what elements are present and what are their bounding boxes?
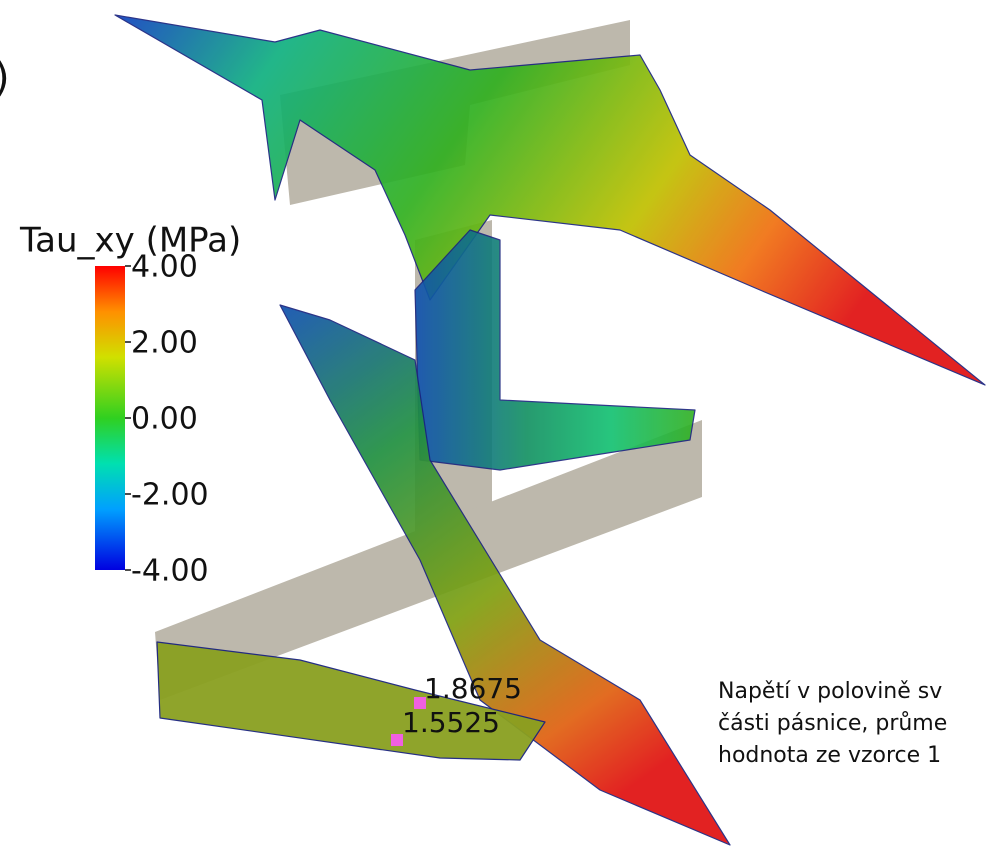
colorbar	[95, 266, 125, 570]
colorbar-tick-label: 0.00	[131, 402, 198, 437]
top-flange-mesh	[115, 15, 985, 385]
probe-label: 1.8675	[424, 672, 522, 705]
page: ) Tau_xy (MPa) 1.8675 1.5525 Napětí v po…	[0, 0, 997, 859]
annotation-line: části pásnice, průme	[718, 711, 947, 736]
annotation-line: Napětí v polovině sv	[718, 679, 942, 704]
cut-text: )	[0, 55, 10, 101]
colorbar-tick-label: 2.00	[131, 326, 198, 361]
web-mesh	[415, 230, 695, 470]
colorbar-tick-label: -4.00	[131, 554, 209, 589]
colorbar-tick-label: -2.00	[131, 478, 209, 513]
probe-label: 1.5525	[402, 706, 500, 739]
colorbar-tick-label: 4.00	[131, 250, 198, 285]
annotation-line: hodnota ze vzorce 1	[718, 743, 941, 768]
viewport: ) Tau_xy (MPa) 1.8675 1.5525 Napětí v po…	[0, 0, 997, 859]
